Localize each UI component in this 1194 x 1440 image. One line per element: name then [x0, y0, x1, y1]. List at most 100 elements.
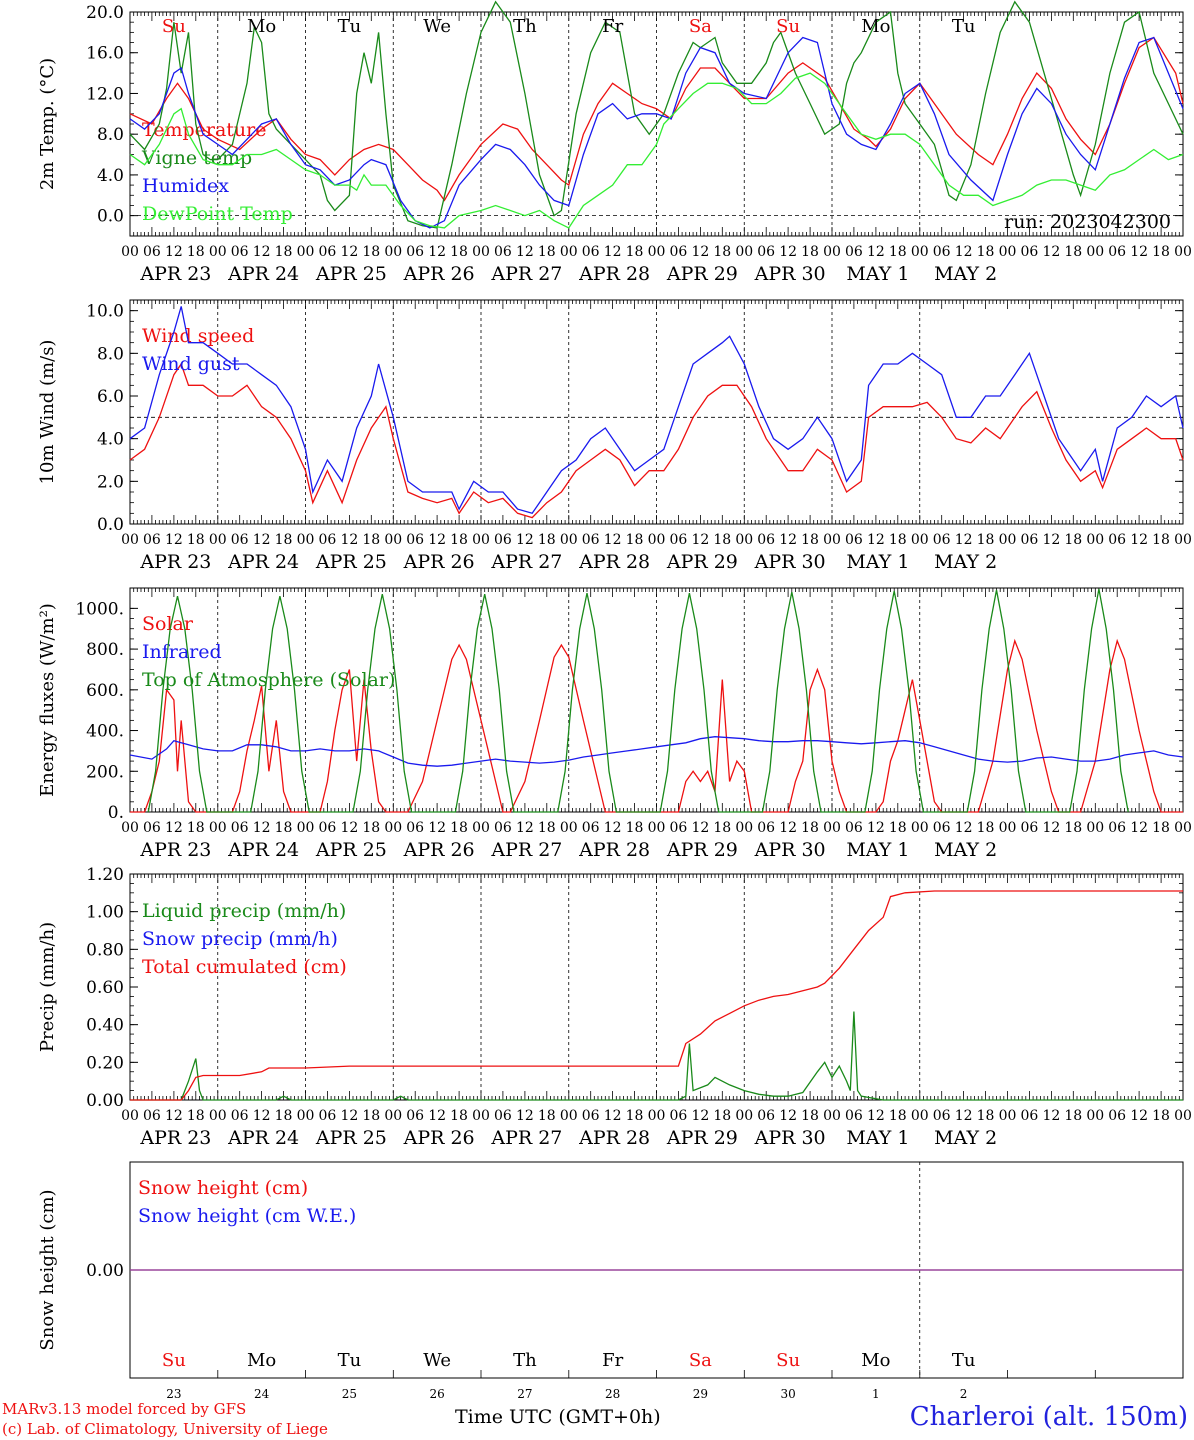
hour-label: 18 [1064, 244, 1082, 260]
hour-label: 12 [867, 244, 885, 260]
legend-entry: Temperature [142, 119, 266, 141]
y-tick-label: 4.0 [97, 166, 124, 186]
y-axis-label: 10m Wind (m/s) [37, 340, 58, 485]
y-tick-label: 1.20 [86, 865, 124, 885]
y-tick-label: 0.60 [86, 978, 124, 998]
panel-3: 0. 200. 400. 600. 800. 1000. Energy fluxes (W/… [37, 587, 1192, 861]
y-tick-label: 16.0 [86, 44, 124, 64]
hour-label: 00 [823, 532, 841, 548]
hour-label: 12 [516, 244, 534, 260]
hour-label: 00 [560, 244, 578, 260]
date-label: MAY 2 [934, 1127, 997, 1149]
series-line-humidex [129, 36, 1184, 229]
hour-label: 00 [384, 820, 402, 836]
hour-label: 12 [779, 244, 797, 260]
date-label: MAY 2 [934, 263, 997, 285]
hour-label: 00 [1174, 244, 1192, 260]
series-line-vigne-temp [129, 0, 1184, 229]
hour-label: 18 [801, 244, 819, 260]
y-tick-label: 2.0 [97, 472, 124, 492]
hour-label: 18 [1152, 1108, 1170, 1124]
date-label: APR 23 [139, 551, 211, 573]
hour-label: 00 [823, 1108, 841, 1124]
hour-label: 12 [428, 532, 446, 548]
hour-label: 18 [1152, 244, 1170, 260]
hour-label: 06 [670, 244, 688, 260]
hour-label: 06 [319, 244, 337, 260]
date-label: APR 23 [139, 839, 211, 861]
legend-entry: Wind gust [142, 353, 240, 375]
hour-label: 12 [779, 820, 797, 836]
date-label: APR 27 [490, 551, 562, 573]
date-label: APR 28 [578, 263, 650, 285]
hour-label: 18 [626, 820, 644, 836]
hour-label: 18 [1064, 532, 1082, 548]
date-label: APR 24 [227, 1127, 299, 1149]
panel-4: 0.00 0.20 0.40 0.60 0.80 1.00 1.20 Precip (mm/h… [37, 865, 1192, 1149]
y-axis-label: Snow height (cm) [37, 1189, 58, 1350]
hour-label: 18 [450, 820, 468, 836]
hour-label: 12 [955, 1108, 973, 1124]
day-name-bottom: Tu [338, 1350, 362, 1371]
hour-label: 06 [494, 244, 512, 260]
hour-label: 00 [209, 532, 227, 548]
day-name-top: We [423, 16, 451, 37]
date-label: APR 25 [315, 1127, 387, 1149]
day-name-top: Su [776, 16, 800, 37]
legend-entry: Liquid precip (mm/h) [142, 900, 346, 922]
hour-label: 00 [1086, 1108, 1104, 1124]
date-label: APR 27 [490, 1127, 562, 1149]
day-name-top: Th [513, 16, 537, 37]
hour-label: 00 [472, 532, 490, 548]
date-label: APR 30 [754, 551, 826, 573]
hour-label: 00 [1174, 820, 1192, 836]
date-label: APR 25 [315, 839, 387, 861]
y-tick-label: 0.00 [86, 1261, 124, 1281]
legend-entry: Snow precip (mm/h) [142, 928, 338, 950]
hour-label: 18 [362, 532, 380, 548]
hour-label: 06 [143, 820, 161, 836]
hour-label: 12 [955, 532, 973, 548]
hour-label: 00 [209, 244, 227, 260]
date-label: APR 27 [490, 263, 562, 285]
y-tick-label: 10.0 [86, 302, 124, 322]
hour-label: 12 [428, 244, 446, 260]
hour-label: 18 [450, 244, 468, 260]
hour-label: 12 [253, 244, 271, 260]
hour-label: 18 [275, 532, 293, 548]
hour-label: 06 [845, 1108, 863, 1124]
hour-label: 18 [801, 1108, 819, 1124]
hour-ticks [129, 588, 1184, 812]
hour-label: 00 [209, 1108, 227, 1124]
hour-label: 12 [955, 820, 973, 836]
date-label: APR 24 [227, 839, 299, 861]
hour-label: 12 [516, 820, 534, 836]
y-tick-label: 20.0 [86, 3, 124, 23]
day-number: 23 [166, 1387, 181, 1401]
y-tick-label: 400. [86, 722, 124, 742]
hour-label: 12 [340, 820, 358, 836]
hour-label: 06 [670, 1108, 688, 1124]
hour-label: 06 [845, 532, 863, 548]
y-tick-label: 8.0 [97, 125, 124, 145]
day-number: 28 [605, 1387, 620, 1401]
legend-entry: Snow height (cm) [138, 1177, 308, 1199]
hour-label: 00 [472, 244, 490, 260]
hour-label: 12 [428, 1108, 446, 1124]
hour-label: 00 [209, 820, 227, 836]
date-label: APR 30 [754, 1127, 826, 1149]
day-name-top: Sa [689, 16, 712, 37]
hour-label: 18 [1152, 532, 1170, 548]
hour-label: 00 [384, 532, 402, 548]
hour-label: 18 [187, 244, 205, 260]
hour-label: 18 [713, 244, 731, 260]
hour-label: 12 [955, 244, 973, 260]
hour-label: 06 [845, 820, 863, 836]
hour-label: 00 [999, 244, 1017, 260]
date-label: APR 29 [666, 1127, 738, 1149]
hour-label: 06 [319, 1108, 337, 1124]
hour-label: 00 [1174, 1108, 1192, 1124]
hour-label: 18 [713, 532, 731, 548]
hour-label: 18 [275, 1108, 293, 1124]
hour-label: 12 [867, 532, 885, 548]
